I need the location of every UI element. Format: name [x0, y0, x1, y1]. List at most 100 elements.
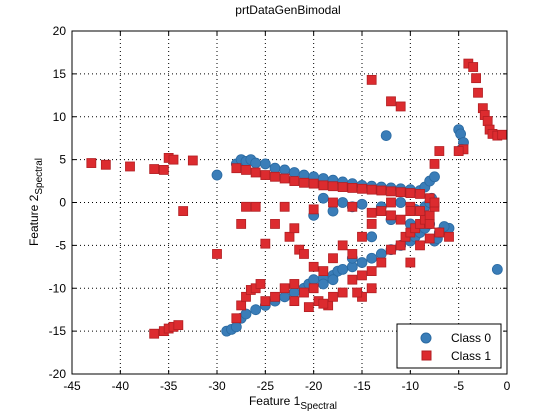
data-point-class-0: [429, 171, 440, 183]
data-point-class-0: [337, 263, 349, 275]
x-tick-labels: -45 -40 -35 -30 -25 -20 -15 -10 -5 0: [63, 379, 510, 393]
data-point-class-1: [328, 181, 338, 192]
data-point-class-1: [395, 240, 406, 251]
series-1: [86, 58, 508, 339]
y-tick-label: 20: [53, 24, 67, 38]
legend-box: [396, 323, 502, 369]
x-tick-label: -30: [208, 379, 226, 393]
data-point-class-1: [415, 206, 425, 216]
data-point-class-0: [366, 231, 378, 243]
legend-marker-class-1: [421, 350, 432, 361]
data-point-class-1: [168, 154, 179, 165]
data-points: [86, 58, 508, 339]
data-point-class-1: [471, 73, 481, 84]
data-point-class-1: [284, 231, 295, 242]
data-point-class-1: [386, 197, 396, 208]
data-point-class-1: [328, 253, 338, 264]
data-point-class-1: [424, 219, 435, 229]
data-point-class-1: [337, 182, 348, 192]
data-point-class-0: [375, 248, 387, 260]
data-point-class-1: [366, 207, 377, 218]
data-point-class-1: [299, 287, 309, 298]
data-point-class-1: [357, 231, 367, 242]
data-point-class-1: [429, 197, 440, 208]
data-point-class-1: [236, 219, 247, 229]
data-point-class-1: [328, 291, 338, 302]
x-tick-label: -35: [160, 379, 178, 393]
data-point-class-1: [337, 287, 348, 298]
data-point-class-1: [347, 201, 358, 212]
data-point-class-1: [318, 298, 329, 309]
data-point-class-1: [308, 283, 319, 294]
data-point-class-1: [366, 74, 377, 85]
data-point-class-1: [386, 244, 396, 255]
legend-label-class-0: Class 0: [451, 331, 491, 345]
data-point-class-1: [289, 223, 300, 234]
data-point-class-1: [260, 170, 271, 180]
data-point-class-1: [434, 227, 445, 238]
data-point-class-0: [337, 197, 349, 208]
data-point-class-0: [269, 162, 281, 174]
data-point-class-1: [366, 184, 377, 195]
data-point-class-1: [347, 274, 358, 285]
data-point-class-1: [241, 201, 251, 212]
data-point-class-0: [317, 192, 329, 204]
x-tick-label: -45: [63, 379, 81, 393]
data-point-class-1: [260, 296, 271, 307]
x-tick-label: -20: [305, 379, 323, 393]
data-point-class-1: [158, 165, 169, 175]
data-point-class-1: [357, 183, 367, 194]
data-point-class-0: [250, 157, 262, 169]
data-point-class-1: [405, 206, 416, 216]
data-point-class-1: [187, 155, 198, 166]
data-point-class-1: [241, 165, 251, 175]
data-point-class-1: [270, 291, 280, 302]
data-point-class-1: [415, 189, 425, 199]
y-tick-label: 5: [59, 153, 66, 167]
y-tick-label: -20: [49, 367, 67, 381]
data-point-class-0: [356, 257, 368, 268]
data-point-class-0: [288, 167, 300, 178]
data-point-class-1: [260, 238, 271, 249]
data-point-class-1: [178, 206, 189, 216]
data-point-class-1: [366, 283, 377, 294]
data-point-class-1: [405, 188, 416, 198]
data-point-class-1: [337, 240, 348, 251]
data-point-class-0: [327, 274, 339, 286]
x-tick-label: 0: [504, 379, 511, 393]
data-point-class-1: [347, 249, 358, 259]
y-axis-label: Feature 2Spectral: [27, 158, 45, 246]
data-point-class-1: [434, 146, 445, 156]
data-point-class-0: [395, 197, 407, 208]
tick-marks: [71, 30, 508, 375]
y-tick-label: -15: [49, 324, 67, 338]
data-point-class-1: [497, 129, 508, 140]
data-point-class-1: [386, 210, 396, 221]
data-point-class-1: [289, 296, 300, 307]
data-point-class-0: [279, 164, 291, 176]
legend: Class 0 Class 1: [396, 323, 502, 369]
data-point-class-1: [289, 279, 300, 289]
data-point-class-1: [395, 214, 406, 225]
x-tick-label: -15: [353, 379, 371, 393]
x-tick-label: -10: [402, 379, 420, 393]
y-tick-label: 0: [59, 196, 66, 210]
data-point-class-1: [482, 116, 493, 126]
data-point-class-1: [231, 163, 242, 174]
data-point-class-1: [308, 204, 319, 215]
data-point-class-1: [453, 146, 464, 156]
data-point-class-1: [424, 210, 435, 221]
data-point-class-1: [279, 201, 290, 212]
data-point-class-1: [395, 101, 406, 112]
y-tick-label: 10: [53, 110, 67, 124]
data-point-class-1: [289, 176, 300, 186]
data-point-class-1: [386, 96, 396, 107]
x-axis-label: Feature 1Spectral: [249, 394, 337, 412]
data-point-class-1: [299, 177, 309, 188]
data-point-class-1: [270, 219, 280, 229]
data-point-class-1: [473, 87, 483, 98]
data-point-class-1: [250, 201, 261, 212]
legend-label-class-1: Class 1: [451, 349, 491, 363]
data-point-class-1: [386, 186, 396, 197]
data-point-class-0: [327, 205, 339, 217]
